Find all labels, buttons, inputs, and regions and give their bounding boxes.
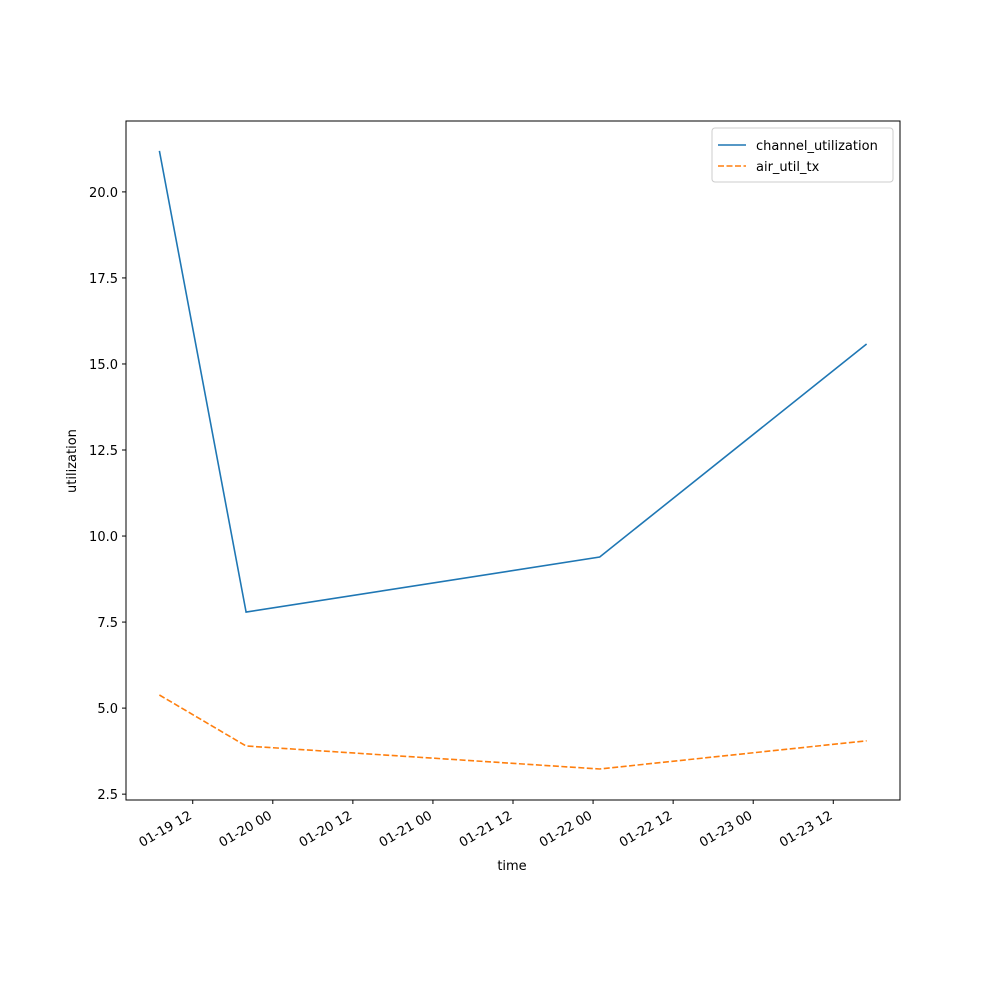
y-tick-label: 10.0: [89, 530, 118, 545]
legend-label: air_util_tx: [756, 160, 820, 175]
y-tick-label: 20.0: [89, 186, 118, 201]
y-tick-label: 5.0: [97, 702, 118, 717]
y-tick-label: 2.5: [97, 788, 118, 803]
y-tick-label: 17.5: [89, 272, 118, 287]
y-tick-label: 7.5: [97, 616, 118, 631]
legend: channel_utilization air_util_tx: [711, 127, 894, 183]
plot-frame: [125, 120, 901, 801]
y-axis-label: utilization: [65, 429, 80, 493]
y-tick-label: 12.5: [89, 444, 118, 459]
x-axis-label: time: [497, 859, 526, 874]
legend-box: [711, 127, 894, 183]
series-line: [158, 694, 867, 770]
series-line: [158, 150, 868, 614]
legend-label: channel_utilization: [756, 139, 878, 154]
y-tick-label: 15.0: [89, 358, 118, 373]
